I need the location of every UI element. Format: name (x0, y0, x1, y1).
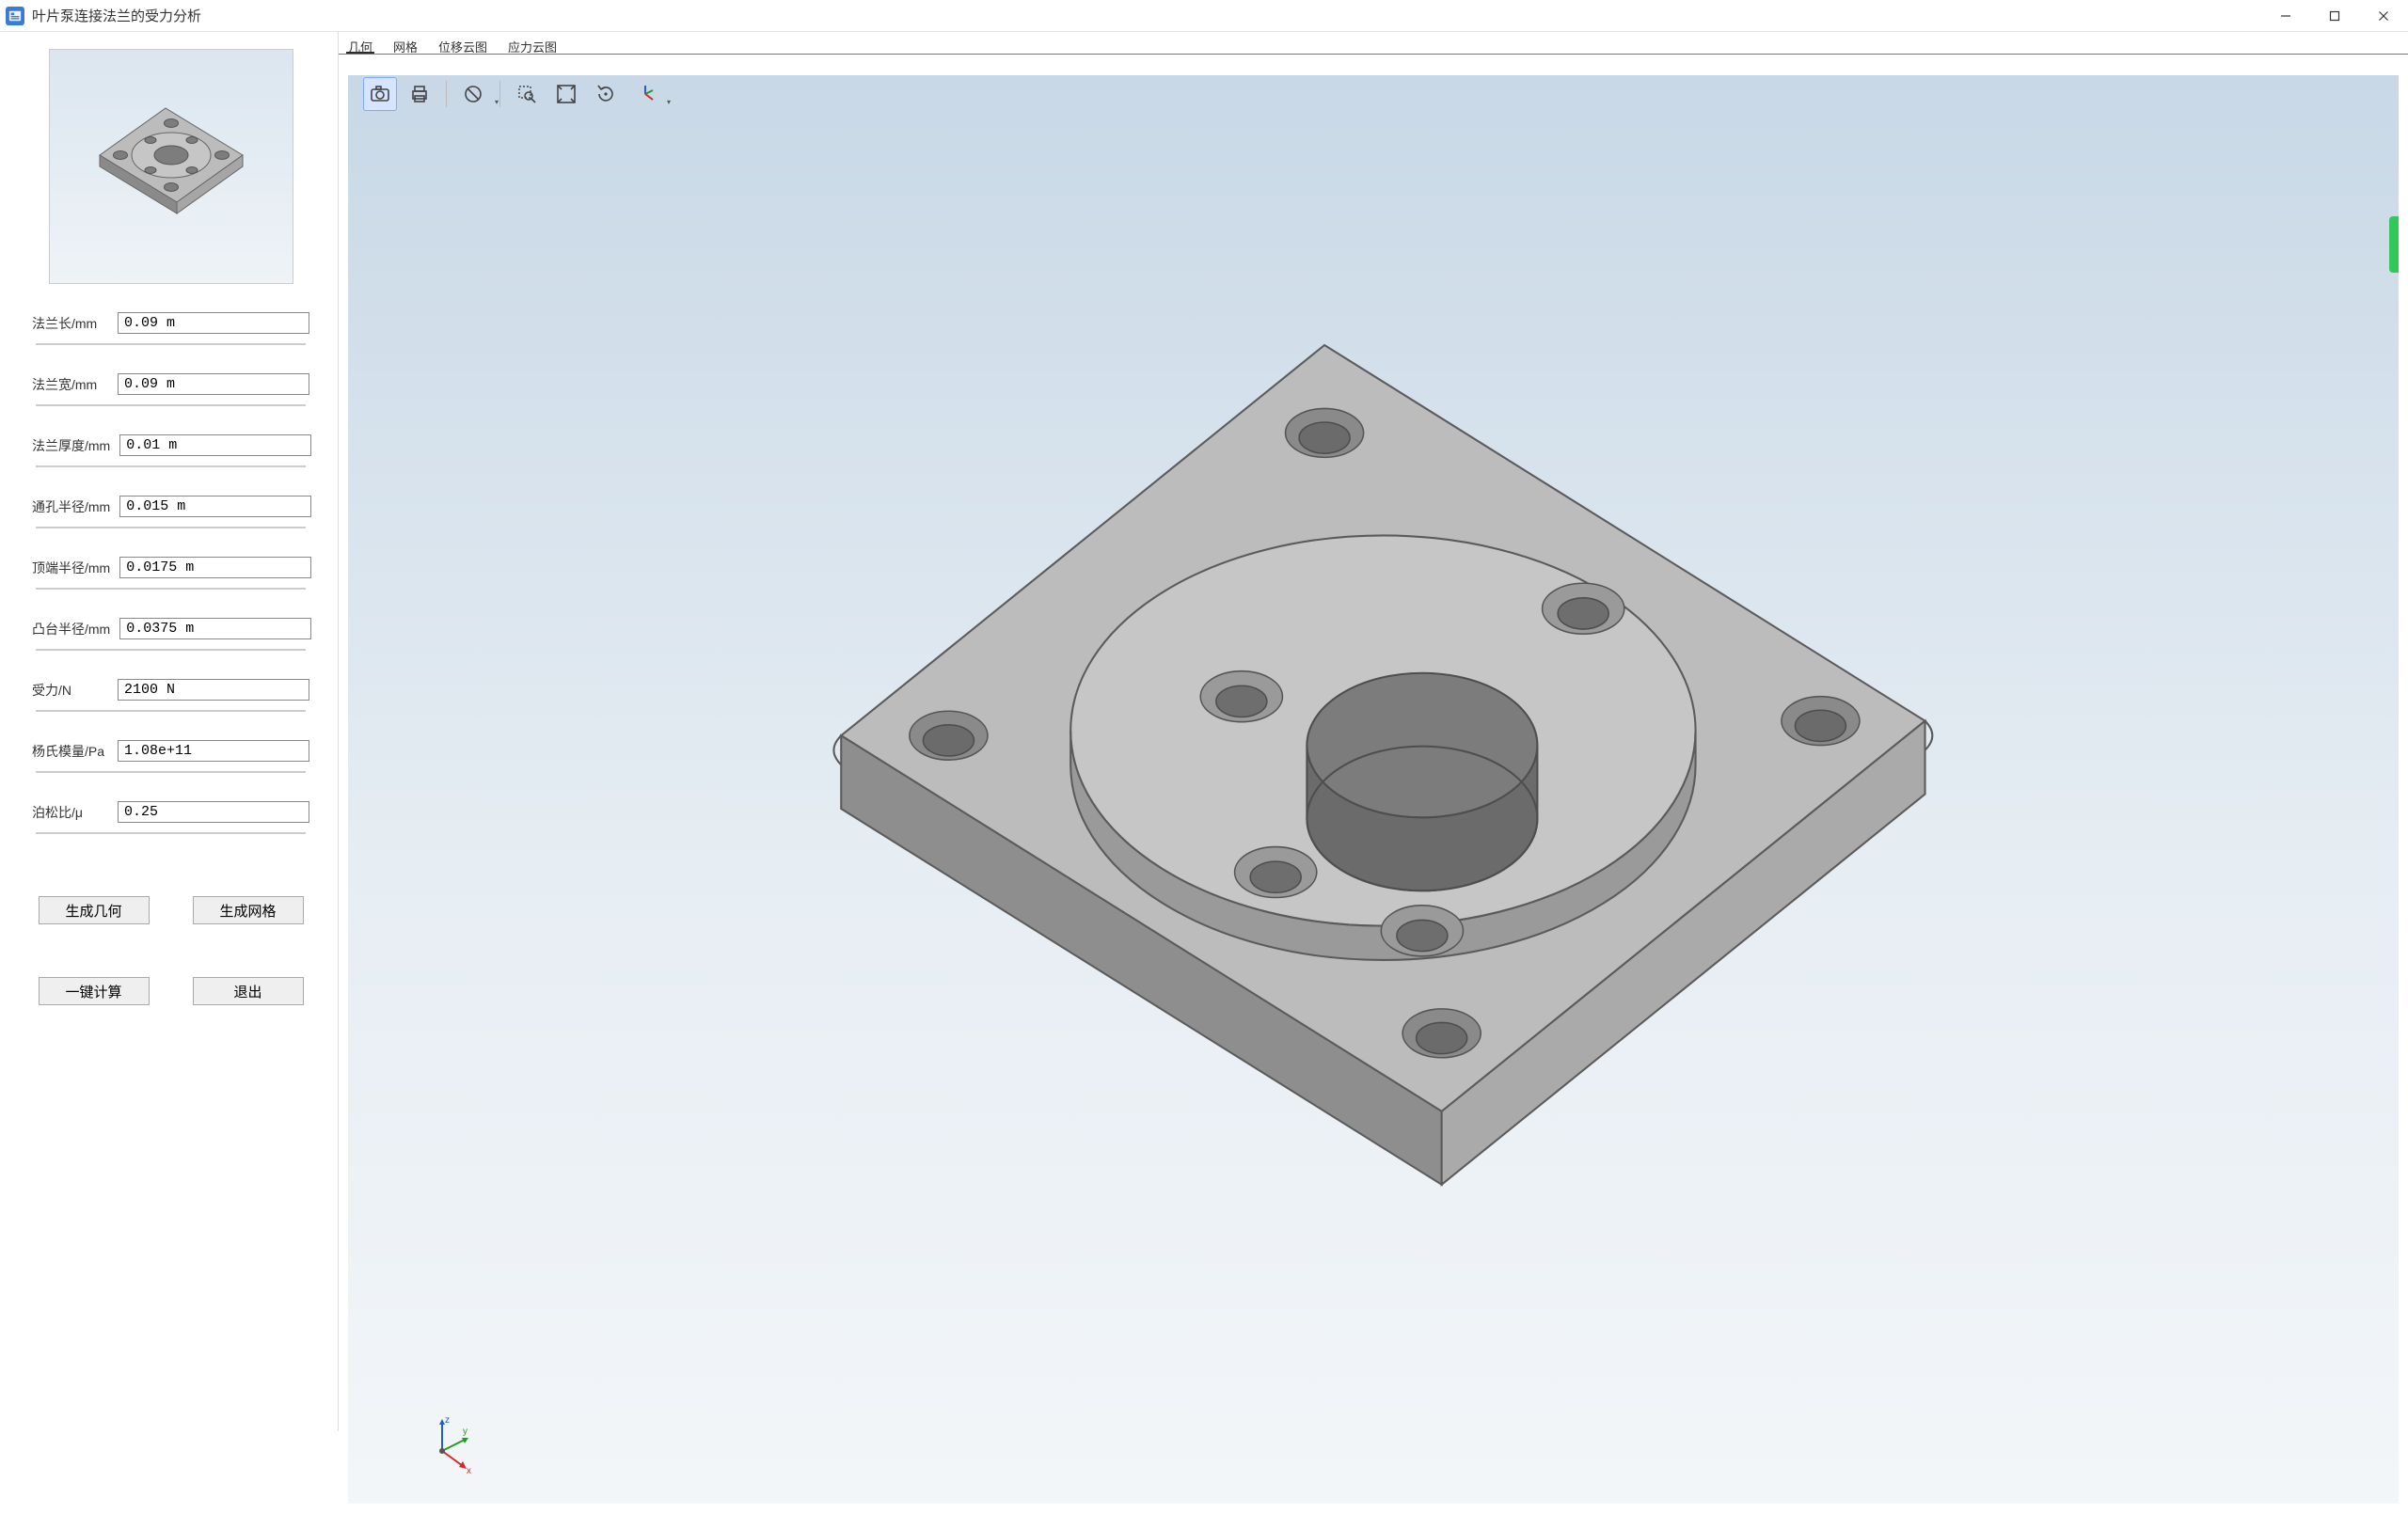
generate-mesh-button[interactable]: 生成网格 (193, 896, 304, 924)
param-input[interactable] (119, 557, 311, 578)
minimize-button[interactable] (2261, 0, 2310, 32)
param-input[interactable] (118, 373, 309, 395)
param-input[interactable] (119, 434, 311, 456)
tab-1[interactable]: 网格 (391, 38, 420, 54)
param-slider[interactable] (32, 584, 309, 593)
param-label: 顶端半径/mm (32, 559, 110, 577)
axes-icon[interactable]: ▾ (628, 77, 662, 111)
toolbar-separator (446, 81, 447, 107)
model-3d (348, 75, 2399, 1504)
titlebar: 叶片泵连接法兰的受力分析 (0, 0, 2408, 32)
param-input[interactable] (118, 801, 309, 823)
param-label: 通孔半径/mm (32, 497, 110, 516)
param-slider[interactable] (32, 339, 309, 349)
param-input[interactable] (118, 312, 309, 334)
maximize-button[interactable] (2310, 0, 2359, 32)
side-handle[interactable] (2389, 216, 2399, 273)
param-label: 泊松比/μ (32, 803, 108, 822)
viewport-toolbar: ▾▾ (356, 73, 670, 115)
view-tabs: 几何 网格位移云图 应力云图 (339, 32, 2408, 55)
axis-gizmo[interactable]: z y x (414, 1410, 480, 1475)
param-row: 顶端半径/mm (32, 557, 309, 578)
axis-z-label: z (445, 1415, 450, 1426)
fit-icon[interactable] (549, 77, 583, 111)
param-slider[interactable] (32, 401, 309, 410)
param-label: 杨氏模量/Pa (32, 742, 108, 761)
param-slider[interactable] (32, 706, 309, 716)
zoom-select-icon[interactable] (510, 77, 544, 111)
param-row: 凸台半径/mm (32, 618, 309, 639)
forbid-icon[interactable]: ▾ (456, 77, 490, 111)
param-row: 法兰宽/mm (32, 373, 309, 395)
sidebar: 法兰长/mm 法兰宽/mm 法兰厚度/mm 通孔半径/mm 顶端半径/mm 凸台… (0, 32, 339, 1431)
tab-0[interactable]: 几何 (346, 38, 374, 54)
tab-3[interactable]: 应力云图 (506, 38, 559, 54)
app-icon (6, 7, 24, 25)
param-row: 泊松比/μ (32, 801, 309, 823)
print-icon[interactable] (403, 77, 436, 111)
viewport[interactable]: z y x (348, 75, 2399, 1504)
param-input[interactable] (119, 496, 311, 517)
one-click-calc-button[interactable]: 一键计算 (39, 977, 150, 1005)
param-row: 杨氏模量/Pa (32, 740, 309, 762)
param-label: 受力/N (32, 681, 108, 700)
window-title: 叶片泵连接法兰的受力分析 (32, 6, 201, 25)
toolbar-separator (499, 81, 500, 107)
param-slider[interactable] (32, 645, 309, 654)
param-label: 凸台半径/mm (32, 620, 110, 638)
tab-2[interactable]: 位移云图 (436, 38, 489, 54)
param-slider[interactable] (32, 767, 309, 777)
param-input[interactable] (118, 679, 309, 701)
content-area: 几何网格位移云图应力云图 ▾▾ (339, 32, 2408, 1431)
close-button[interactable] (2359, 0, 2408, 32)
param-input[interactable] (119, 618, 311, 639)
generate-geometry-button[interactable]: 生成几何 (39, 896, 150, 924)
exit-button[interactable]: 退出 (193, 977, 304, 1005)
param-label: 法兰厚度/mm (32, 436, 110, 455)
chevron-down-icon: ▾ (495, 98, 499, 106)
param-input[interactable] (118, 740, 309, 762)
param-row: 受力/N (32, 679, 309, 701)
geometry-thumbnail (49, 49, 293, 284)
param-slider[interactable] (32, 523, 309, 532)
param-slider[interactable] (32, 462, 309, 471)
param-label: 法兰长/mm (32, 314, 108, 333)
param-row: 法兰厚度/mm (32, 434, 309, 456)
param-row: 法兰长/mm (32, 312, 309, 334)
param-slider[interactable] (32, 828, 309, 838)
camera-icon[interactable] (363, 77, 397, 111)
param-row: 通孔半径/mm (32, 496, 309, 517)
rotate-icon[interactable] (589, 77, 623, 111)
chevron-down-icon: ▾ (667, 98, 671, 106)
axis-x-label: x (467, 1466, 471, 1475)
param-label: 法兰宽/mm (32, 375, 108, 394)
